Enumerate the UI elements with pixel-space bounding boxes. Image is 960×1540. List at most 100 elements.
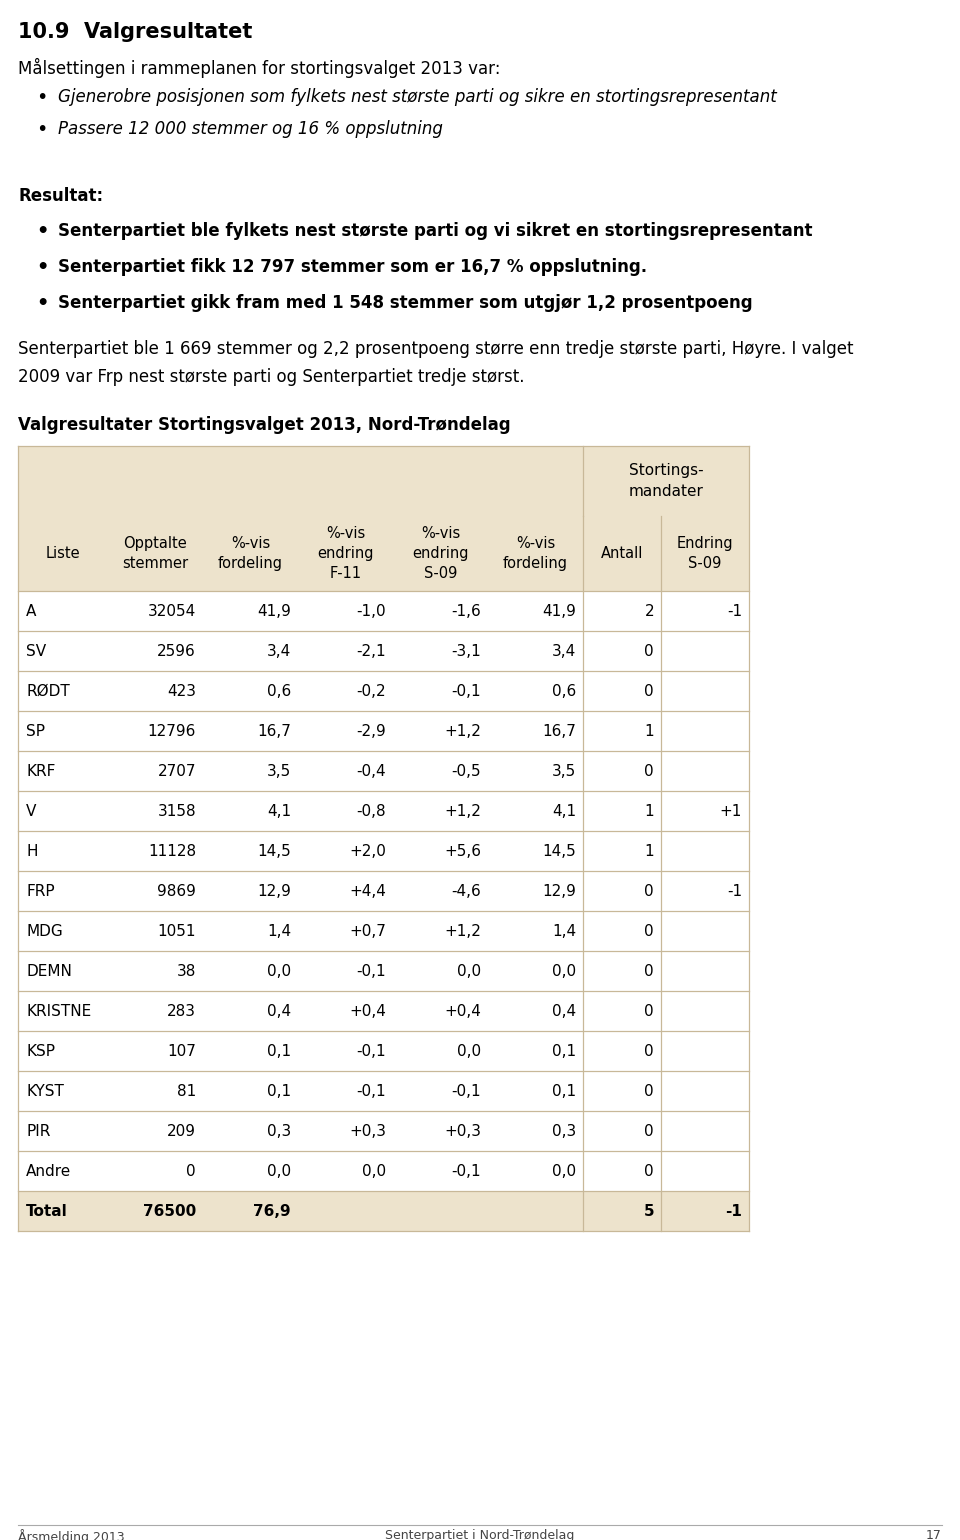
Text: 209: 209	[167, 1124, 196, 1138]
Text: SP: SP	[26, 724, 45, 739]
Text: 3,5: 3,5	[552, 764, 576, 779]
Bar	[18, 516, 749, 591]
Text: 0,0: 0,0	[267, 1164, 291, 1178]
Text: 32054: 32054	[148, 604, 196, 619]
Text: -1: -1	[727, 604, 742, 619]
Text: 0: 0	[644, 1004, 654, 1018]
Text: 0: 0	[644, 644, 654, 659]
Text: -0,1: -0,1	[451, 684, 481, 699]
Text: 76,9: 76,9	[253, 1203, 291, 1218]
Text: -0,4: -0,4	[356, 764, 386, 779]
Text: 0,0: 0,0	[362, 1164, 386, 1178]
Text: 0: 0	[644, 1084, 654, 1098]
Text: PIR: PIR	[26, 1124, 50, 1138]
Text: -4,6: -4,6	[451, 884, 481, 898]
Text: 2009 var Frp nest største parti og Senterpartiet tredje størst.: 2009 var Frp nest største parti og Sente…	[18, 368, 524, 387]
Text: 0,0: 0,0	[552, 1164, 576, 1178]
Text: 0: 0	[644, 684, 654, 699]
Text: 0,6: 0,6	[552, 684, 576, 699]
Text: 16,7: 16,7	[542, 724, 576, 739]
Text: 4,1: 4,1	[267, 804, 291, 818]
Text: +4,4: +4,4	[349, 884, 386, 898]
Text: 3,4: 3,4	[552, 644, 576, 659]
Text: %-vis
fordeling: %-vis fordeling	[503, 536, 568, 571]
Text: -2,9: -2,9	[356, 724, 386, 739]
Text: KSP: KSP	[26, 1044, 55, 1058]
Text: -0,1: -0,1	[451, 1084, 481, 1098]
Text: 14,5: 14,5	[542, 844, 576, 858]
Text: 0,0: 0,0	[457, 1044, 481, 1058]
Text: 1,4: 1,4	[267, 924, 291, 938]
Text: -1,6: -1,6	[451, 604, 481, 619]
Text: 0: 0	[644, 964, 654, 978]
Text: 0,0: 0,0	[552, 964, 576, 978]
Text: -0,1: -0,1	[451, 1164, 481, 1178]
Text: 41,9: 41,9	[542, 604, 576, 619]
Text: 3158: 3158	[157, 804, 196, 818]
Text: 5: 5	[643, 1203, 654, 1218]
Text: -0,2: -0,2	[356, 684, 386, 699]
Text: 4,1: 4,1	[552, 804, 576, 818]
Text: Senterpartiet ble 1 669 stemmer og 2,2 prosentpoeng større enn tredje største pa: Senterpartiet ble 1 669 stemmer og 2,2 p…	[18, 340, 853, 357]
Text: +0,4: +0,4	[444, 1004, 481, 1018]
Text: +1,2: +1,2	[444, 924, 481, 938]
Text: 1: 1	[644, 724, 654, 739]
Text: Endring
S-09: Endring S-09	[677, 536, 733, 571]
Text: 0: 0	[644, 884, 654, 898]
Text: Senterpartiet i Nord-Trøndelag: Senterpartiet i Nord-Trøndelag	[385, 1529, 575, 1540]
Text: -0,1: -0,1	[356, 964, 386, 978]
Text: +0,7: +0,7	[349, 924, 386, 938]
Text: 2: 2	[644, 604, 654, 619]
Text: 0: 0	[644, 1164, 654, 1178]
Text: •: •	[36, 88, 48, 106]
Text: Antall: Antall	[601, 547, 643, 561]
Text: 0,3: 0,3	[552, 1124, 576, 1138]
Text: %-vis
endring
F-11: %-vis endring F-11	[317, 527, 373, 581]
Text: 0: 0	[644, 924, 654, 938]
Text: -1: -1	[727, 884, 742, 898]
Text: +0,4: +0,4	[349, 1004, 386, 1018]
Text: KYST: KYST	[26, 1084, 64, 1098]
Text: 16,7: 16,7	[257, 724, 291, 739]
Text: Liste: Liste	[46, 547, 81, 561]
Text: KRF: KRF	[26, 764, 56, 779]
Text: 0: 0	[644, 1044, 654, 1058]
Text: 0,3: 0,3	[267, 1124, 291, 1138]
Text: DEMN: DEMN	[26, 964, 72, 978]
Text: -2,1: -2,1	[356, 644, 386, 659]
Text: Resultat:: Resultat:	[18, 186, 103, 205]
Text: 2596: 2596	[157, 644, 196, 659]
Text: -1,0: -1,0	[356, 604, 386, 619]
Text: 0,1: 0,1	[552, 1084, 576, 1098]
Text: Valgresultater Stortingsvalget 2013, Nord-Trøndelag: Valgresultater Stortingsvalget 2013, Nor…	[18, 416, 511, 434]
Text: 41,9: 41,9	[257, 604, 291, 619]
Text: A: A	[26, 604, 36, 619]
Text: 38: 38	[177, 964, 196, 978]
Text: •: •	[36, 120, 48, 139]
Bar	[18, 1190, 749, 1230]
Text: 14,5: 14,5	[257, 844, 291, 858]
Text: 0,4: 0,4	[267, 1004, 291, 1018]
Text: KRISTNE: KRISTNE	[26, 1004, 91, 1018]
Text: Senterpartiet fikk 12 797 stemmer som er 16,7 % oppslutning.: Senterpartiet fikk 12 797 stemmer som er…	[58, 259, 647, 276]
Text: Senterpartiet gikk fram med 1 548 stemmer som utgjør 1,2 prosentpoeng: Senterpartiet gikk fram med 1 548 stemme…	[58, 294, 753, 313]
Text: +0,3: +0,3	[349, 1124, 386, 1138]
Text: 0: 0	[644, 1124, 654, 1138]
Text: 76500: 76500	[143, 1203, 196, 1218]
Text: 3,4: 3,4	[267, 644, 291, 659]
Text: 3,5: 3,5	[267, 764, 291, 779]
Bar	[18, 447, 749, 516]
Text: •: •	[36, 222, 48, 240]
Text: Gjenerobre posisjonen som fylkets nest største parti og sikre en stortingsrepres: Gjenerobre posisjonen som fylkets nest s…	[58, 88, 777, 106]
Text: 283: 283	[167, 1004, 196, 1018]
Text: Senterpartiet ble fylkets nest største parti og vi sikret en stortingsrepresenta: Senterpartiet ble fylkets nest største p…	[58, 222, 812, 240]
Text: 12,9: 12,9	[542, 884, 576, 898]
Text: 0,1: 0,1	[267, 1044, 291, 1058]
Text: 1: 1	[644, 804, 654, 818]
Text: 0,0: 0,0	[457, 964, 481, 978]
Text: SV: SV	[26, 644, 46, 659]
Text: 0,6: 0,6	[267, 684, 291, 699]
Text: H: H	[26, 844, 37, 858]
Text: 9869: 9869	[157, 884, 196, 898]
Text: +1: +1	[720, 804, 742, 818]
